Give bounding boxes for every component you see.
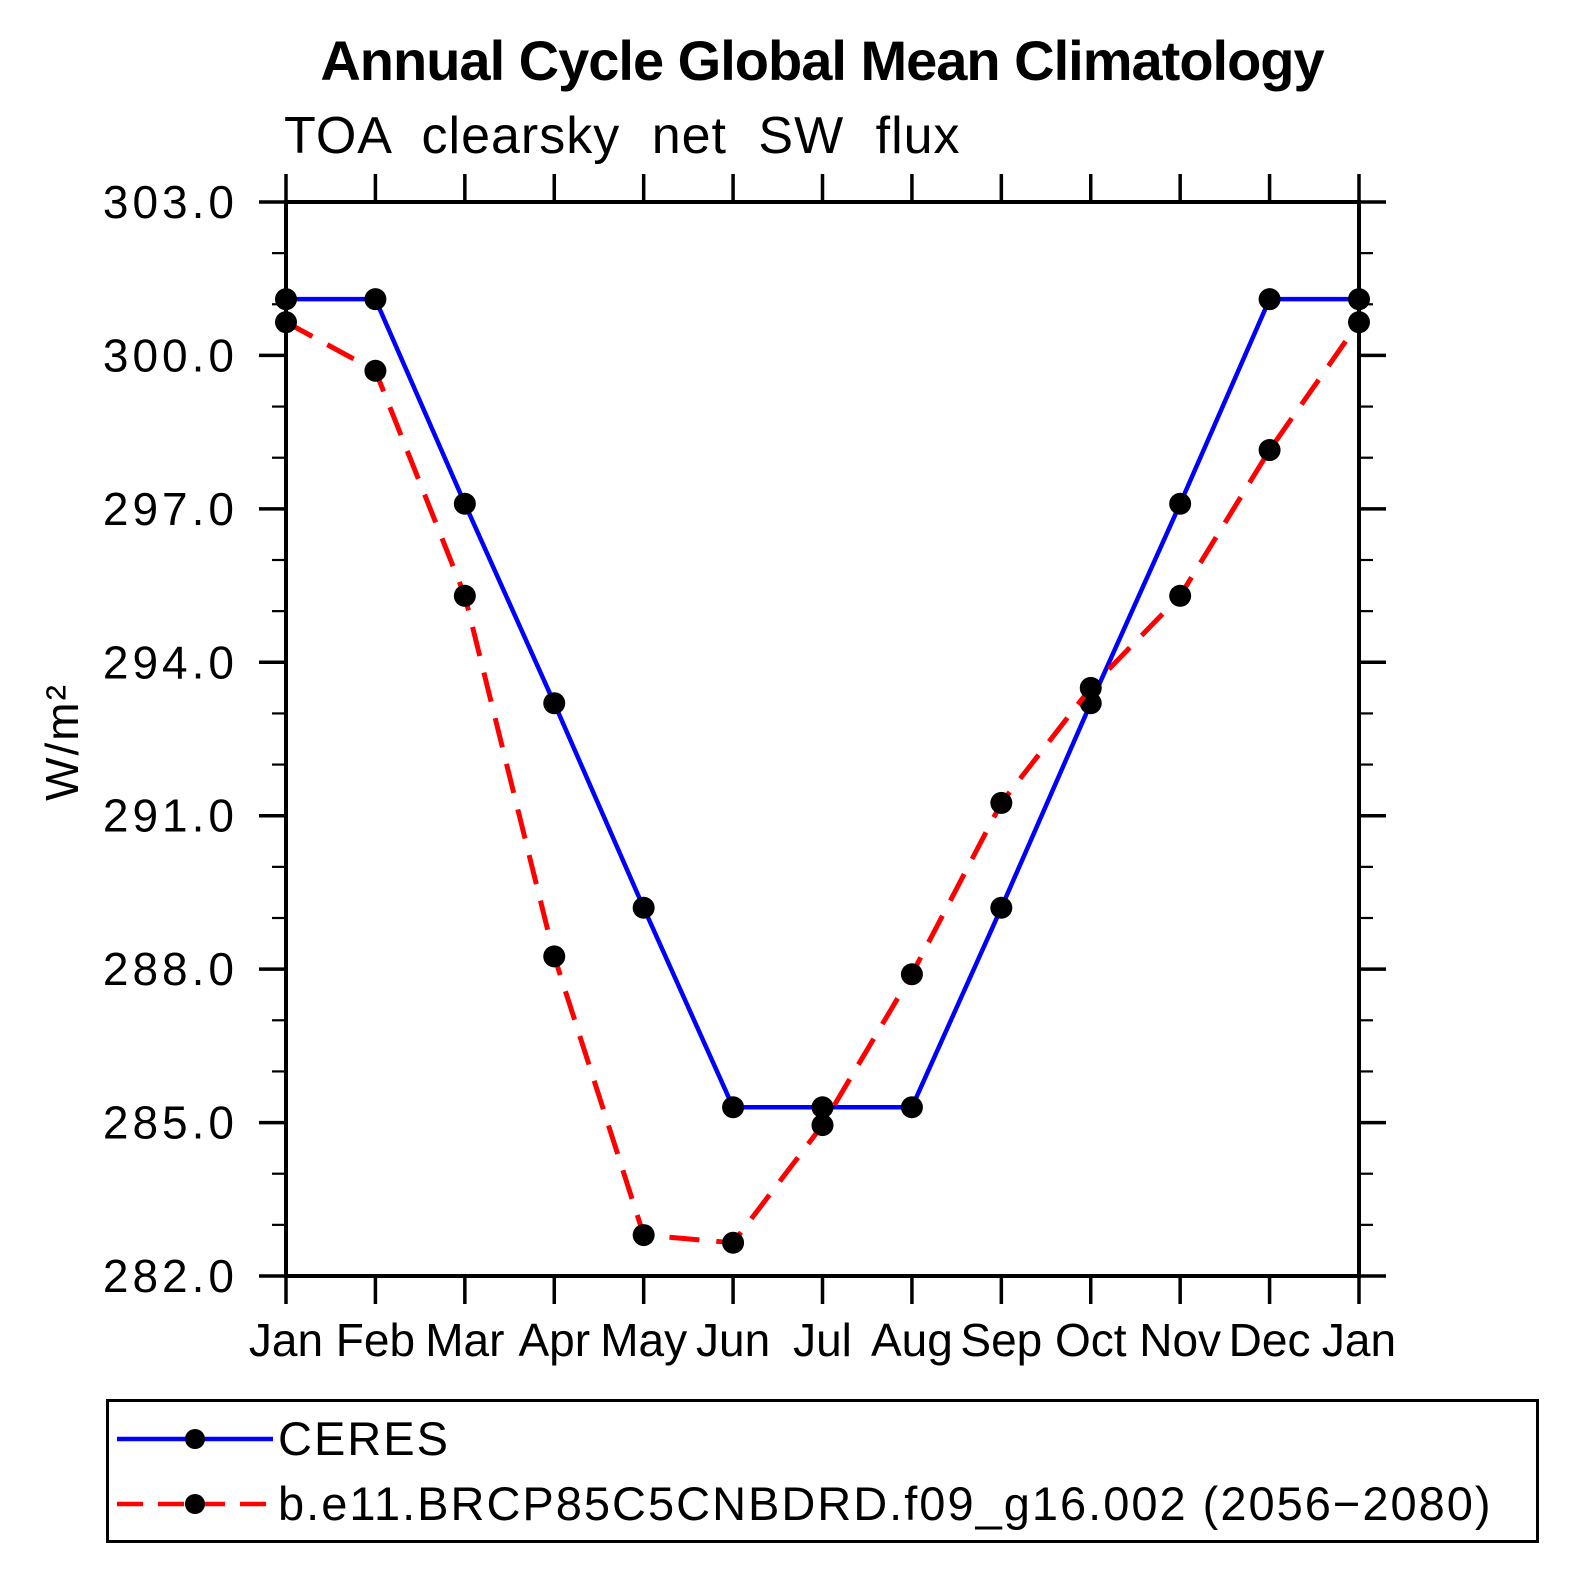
data-point-marker [632, 896, 655, 919]
y-tick-label: 285.0 [103, 1097, 238, 1149]
data-point-marker [543, 692, 566, 715]
data-point-marker [722, 1231, 745, 1254]
x-tick-label: May [600, 1314, 687, 1366]
x-tick-label: Jan [1322, 1314, 1396, 1366]
data-point-marker [1348, 288, 1370, 311]
data-point-marker [811, 1096, 834, 1119]
x-tick-label: Jul [793, 1314, 852, 1366]
data-point-marker [275, 288, 297, 311]
chart-subtitle: TOA clearsky net SW flux [284, 107, 961, 165]
legend-entry-ceres: CERES [113, 1408, 1536, 1470]
x-tick-label: Nov [1139, 1314, 1221, 1366]
x-tick-label: Jan [249, 1314, 323, 1366]
legend-line-sample-ceres [117, 1428, 273, 1449]
legend-label-ceres: CERES [278, 1412, 450, 1465]
x-tick-label: Feb [336, 1314, 415, 1366]
data-point-marker [364, 288, 387, 311]
data-point-marker [275, 311, 297, 334]
data-point-marker [722, 1096, 745, 1119]
y-axis-title: W/m² [36, 683, 88, 801]
series-model [275, 311, 1370, 1254]
data-point-marker [900, 963, 923, 986]
data-point-marker [1079, 676, 1102, 699]
data-point-marker [364, 359, 387, 382]
legend-line-sample-model [117, 1493, 273, 1514]
x-tick-label: Jun [696, 1314, 770, 1366]
chart-title: Annual Cycle Global Mean Climatology [320, 29, 1324, 92]
series-line [286, 296, 1359, 1110]
y-tick-label: 294.0 [103, 636, 238, 688]
data-point-marker [1348, 311, 1370, 334]
legend: CERES b.e11.BRCP85C5CNBDRD.f09_g16.002 (… [106, 1399, 1539, 1543]
data-point-marker [990, 896, 1013, 919]
x-tick-label: Sep [960, 1314, 1042, 1366]
data-point-marker [1169, 584, 1192, 607]
legend-label-model: b.e11.BRCP85C5CNBDRD.f09_g16.002 (2056−2… [278, 1477, 1493, 1530]
data-point-marker [1258, 288, 1281, 311]
x-tick-label: Dec [1229, 1314, 1311, 1366]
x-tick-label: Oct [1055, 1314, 1127, 1366]
y-tick-label: 303.0 [103, 176, 238, 228]
data-point-marker [1169, 492, 1192, 515]
data-point-marker [990, 791, 1013, 814]
data-point-marker [543, 945, 566, 968]
data-point-marker [453, 492, 476, 515]
data-point-marker [811, 1114, 834, 1137]
y-axis-ticks: 303.0 300.0 297.0 294.0 291.0 288.0 285.0 282.0 [103, 176, 1386, 1302]
y-tick-label: 297.0 [103, 483, 238, 535]
y-tick-label: 291.0 [103, 790, 238, 842]
data-point-marker [453, 584, 476, 607]
x-tick-label: Aug [871, 1314, 953, 1366]
legend-entry-model: b.e11.BRCP85C5CNBDRD.f09_g16.002 (2056−2… [113, 1473, 1536, 1535]
data-point-marker [1258, 439, 1281, 462]
data-point-marker [632, 1224, 655, 1247]
x-tick-label: Apr [518, 1314, 590, 1366]
series-ceres [275, 288, 1370, 1119]
x-axis-ticks: Jan Feb Mar Apr May Jun Jul Aug Sep Oct Nov Dec Jan [249, 174, 1396, 1366]
y-tick-label: 300.0 [103, 329, 238, 381]
x-tick-label: Mar [425, 1314, 504, 1366]
y-tick-label: 282.0 [103, 1250, 238, 1302]
y-tick-label: 288.0 [103, 943, 238, 995]
data-point-marker [900, 1096, 923, 1119]
